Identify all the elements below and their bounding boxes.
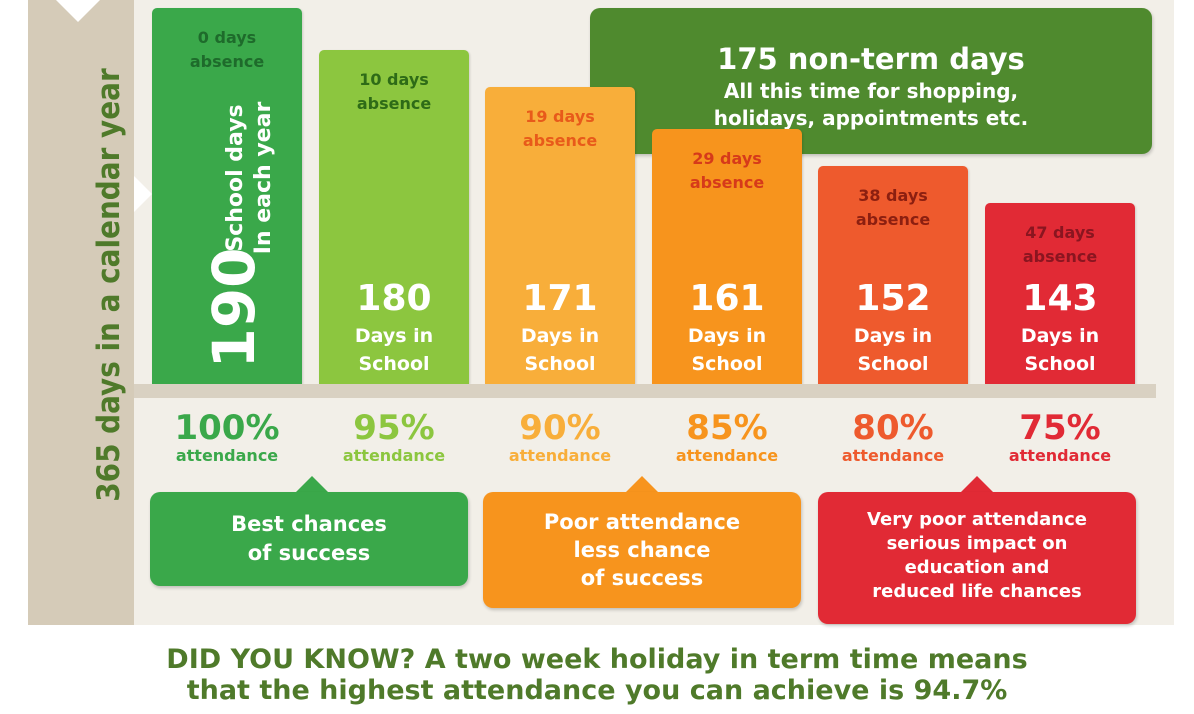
note-line: Very poor attendance [867, 509, 1087, 530]
bar-85-percent: 29 days absence 161 Days in School [652, 129, 802, 384]
absence-days: 0 days [197, 28, 257, 47]
non-term-days-line: All this time for shopping, [723, 79, 1019, 103]
absence-label: 10 days absence [319, 68, 469, 116]
attendance-percent: 95% [353, 408, 435, 448]
bar-80-percent: 38 days absence 152 Days in School [818, 166, 968, 384]
bar-90-percent: 19 days absence 171 Days in School [485, 87, 635, 384]
days-in-school-value: 180 [356, 278, 432, 319]
absence-word: absence [855, 210, 931, 229]
attendance-word: attendance [841, 446, 945, 465]
non-term-days-text: All this time for shopping, holidays, ap… [590, 78, 1152, 132]
absence-label: 38 days absence [818, 184, 968, 232]
note-line: of success [580, 566, 704, 590]
bar-75-percent: 47 days absence 143 Days in School [985, 203, 1135, 384]
days-label-line: In each year [251, 101, 276, 255]
days-in-school-value: 190 [200, 247, 268, 369]
absence-word: absence [522, 131, 598, 150]
attendance-word: attendance [675, 446, 779, 465]
days-label-line: Days in [520, 325, 600, 347]
days-in-school-value: 171 [522, 278, 598, 319]
attendance-word: attendance [342, 446, 446, 465]
absence-word: absence [189, 52, 265, 71]
attendance-percent: 85% [686, 408, 768, 448]
days-label-line: Days in [687, 325, 767, 347]
note-arrow-poor [626, 476, 658, 492]
did-you-know-line-1: DID YOU KNOW? A two week holiday in term… [166, 644, 1028, 675]
absence-label: 19 days absence [485, 105, 635, 153]
days-in-school-label: Days in School [319, 322, 469, 378]
days-label-line: Days in [1020, 325, 1100, 347]
absence-word: absence [356, 94, 432, 113]
attendance-percent: 100% [174, 408, 280, 448]
note-line: reduced life chances [872, 581, 1082, 602]
side-arrow-marker [134, 176, 152, 212]
non-term-days-title: 175 non-term days [717, 42, 1025, 76]
days-label-line: School [691, 353, 763, 375]
calendar-year-label: 365 days in a calendar year [91, 68, 127, 502]
bar-100-percent: 0 days absence 190 School days In each y… [152, 8, 302, 384]
rotated-label-group: 190 School days In each year [152, 8, 302, 384]
days-label-line: School [358, 353, 430, 375]
attendance-percent: 80% [852, 408, 934, 448]
note-line: education and [904, 557, 1050, 578]
days-in-school-label: Days in School [485, 322, 635, 378]
absence-label: 29 days absence [652, 147, 802, 195]
absence-days: 47 days [1025, 223, 1095, 242]
absence-days: 38 days [858, 186, 928, 205]
absence-word: absence [689, 173, 765, 192]
note-arrow-success [296, 476, 328, 492]
absence-days: 19 days [525, 107, 595, 126]
non-term-days-box: 175 non-term days All this time for shop… [590, 8, 1152, 154]
note-best-chances: Best chances of success [150, 492, 468, 586]
attendance-percent: 90% [519, 408, 601, 448]
days-label-line: School [857, 353, 929, 375]
note-line: Best chances [231, 512, 387, 536]
note-arrow-very-poor [961, 476, 993, 492]
attendance-word: attendance [175, 446, 279, 465]
days-label-line: School [1024, 353, 1096, 375]
absence-label: 0 days absence [152, 26, 302, 74]
did-you-know-line-2: that the highest attendance you can achi… [186, 675, 1008, 706]
absence-label: 47 days absence [985, 221, 1135, 269]
chart-baseline [134, 384, 1156, 398]
days-in-school-label: Days in School [985, 322, 1135, 378]
non-term-days-line: holidays, appointments etc. [713, 106, 1029, 130]
days-in-school-label: School days In each year [222, 102, 278, 255]
days-in-school-label: Days in School [818, 322, 968, 378]
days-label-line: Days in [853, 325, 933, 347]
top-arrow-marker [56, 0, 100, 22]
attendance-word: attendance [508, 446, 612, 465]
calendar-year-band: 365 days in a calendar year [28, 0, 134, 625]
note-poor-attendance: Poor attendance less chance of success [483, 492, 801, 608]
days-in-school-value: 152 [855, 278, 931, 319]
absence-days: 10 days [359, 70, 429, 89]
attendance-word: attendance [1008, 446, 1112, 465]
note-very-poor-attendance: Very poor attendance serious impact on e… [818, 492, 1136, 624]
days-label-line: School [524, 353, 596, 375]
absence-word: absence [1022, 247, 1098, 266]
days-in-school-value: 161 [689, 278, 765, 319]
days-label-line: Days in [354, 325, 434, 347]
days-in-school-value: 143 [1022, 278, 1098, 319]
note-line: less chance [573, 538, 711, 562]
attendance-percent: 75% [1019, 408, 1101, 448]
bar-95-percent: 10 days absence 180 Days in School [319, 50, 469, 384]
note-line: Poor attendance [543, 510, 741, 534]
days-in-school-label: Days in School [652, 322, 802, 378]
days-label-line: School days [223, 104, 248, 252]
note-line: of success [247, 541, 371, 565]
note-line: serious impact on [886, 533, 1068, 554]
absence-days: 29 days [692, 149, 762, 168]
